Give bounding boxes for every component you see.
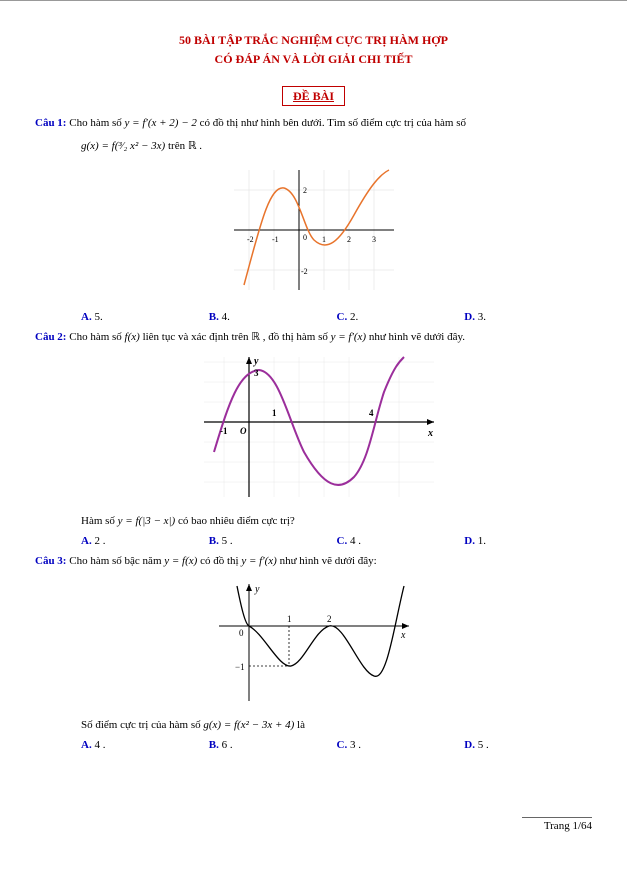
svg-text:4: 4 xyxy=(369,408,374,418)
svg-text:y: y xyxy=(254,584,260,595)
q2-chart-svg: -1 1 4 3 O y x xyxy=(184,352,444,502)
svg-text:1: 1 xyxy=(287,614,292,624)
q3-text-a: Cho hàm số bậc năm xyxy=(69,555,164,567)
svg-text:-1: -1 xyxy=(220,426,228,436)
question-3: Câu 3: Cho hàm số bậc năm y = f(x) có đồ… xyxy=(35,553,592,570)
q1-label: Câu 1: xyxy=(35,117,66,129)
q3-chart-svg: 0 1 2 −1 y x xyxy=(209,576,419,706)
q3-opt-c: C. 3 . xyxy=(337,739,465,751)
q2-sub: Hàm số y = f(|3 − x|) có bao nhiêu điểm … xyxy=(35,513,592,530)
q2-text-a: Cho hàm số xyxy=(69,331,124,343)
q1-line2: g(x) = f(³⁄₂ x² − 3x) trên ℝ . xyxy=(35,138,592,155)
svg-text:2: 2 xyxy=(303,186,307,195)
q3-sub-b: là xyxy=(297,719,305,731)
svg-text:-2: -2 xyxy=(247,235,254,244)
svg-text:0: 0 xyxy=(303,233,307,242)
q2-graph: -1 1 4 3 O y x xyxy=(35,352,592,507)
svg-text:1: 1 xyxy=(272,408,277,418)
q2-sub-b: có bao nhiêu điểm cực trị? xyxy=(178,515,295,527)
q1-chart-svg: -2 -1 0 1 2 3 2 -2 xyxy=(219,160,409,300)
q2-sub-formula: y = f(|3 − x|) xyxy=(118,515,176,527)
svg-text:-2: -2 xyxy=(301,267,308,276)
svg-text:x: x xyxy=(400,630,406,641)
svg-text:3: 3 xyxy=(254,368,259,378)
title-line-2: CÓ ĐÁP ÁN VÀ LỜI GIẢI CHI TIẾT xyxy=(35,50,592,69)
q3-sub-formula: g(x) = f(x² − 3x + 4) xyxy=(203,719,294,731)
q1-graph: -2 -1 0 1 2 3 2 -2 xyxy=(35,160,592,305)
q3-text-c: như hình vẽ dưới đây: xyxy=(280,555,377,567)
q2-opt-b: B. 5 . xyxy=(209,535,337,547)
svg-text:0: 0 xyxy=(239,628,244,638)
svg-text:x: x xyxy=(427,428,433,439)
q2-text-b: liên tục và xác định trên ℝ , đồ thị hàm… xyxy=(143,331,331,343)
q2-label: Câu 2: xyxy=(35,331,66,343)
q1-opt-c: C. 2. xyxy=(337,311,465,323)
q2-opt-a: A. 2 . xyxy=(81,535,209,547)
q2-opt-d: D. 1. xyxy=(464,535,592,547)
svg-text:3: 3 xyxy=(372,235,376,244)
q3-opt-a: A. 4 . xyxy=(81,739,209,751)
svg-text:2: 2 xyxy=(347,235,351,244)
q3-formula-1: y = f(x) xyxy=(164,555,197,567)
q3-label: Câu 3: xyxy=(35,555,66,567)
svg-text:-1: -1 xyxy=(272,235,279,244)
q2-sub-a: Hàm số xyxy=(81,515,118,527)
q2-formula-1: f(x) xyxy=(125,331,140,343)
svg-text:2: 2 xyxy=(327,614,332,624)
q1-opt-d: D. 3. xyxy=(464,311,592,323)
q1-formula-1: y = f′(x + 2) − 2 xyxy=(125,117,197,129)
q1-options: A. 5. B. 4. C. 2. D. 3. xyxy=(35,311,592,323)
q2-text-c: như hình vẽ dưới đây. xyxy=(369,331,465,343)
q1-opt-a: A. 5. xyxy=(81,311,209,323)
q2-opt-c: C. 4 . xyxy=(337,535,465,547)
q1-text-a: Cho hàm số xyxy=(69,117,124,129)
svg-text:O: O xyxy=(240,426,247,436)
q2-options: A. 2 . B. 5 . C. 4 . D. 1. xyxy=(35,535,592,547)
section-header: ĐỀ BÀI xyxy=(35,87,592,105)
q2-formula-2: y = f′(x) xyxy=(331,331,366,343)
title-line-1: 50 BÀI TẬP TRẮC NGHIỆM CỰC TRỊ HÀM HỢP xyxy=(35,31,592,50)
q3-sub-a: Số điểm cực trị của hàm số xyxy=(81,719,203,731)
page: 50 BÀI TẬP TRẮC NGHIỆM CỰC TRỊ HÀM HỢP C… xyxy=(0,0,627,840)
q3-formula-2: y = f′(x) xyxy=(241,555,276,567)
q3-text-b: có đồ thị xyxy=(200,555,241,567)
q3-opt-d: D. 5 . xyxy=(464,739,592,751)
q1-opt-b: B. 4. xyxy=(209,311,337,323)
page-footer: Trang 1/64 xyxy=(522,817,592,832)
q1-text-c: trên ℝ . xyxy=(168,140,202,152)
q1-formula-2: g(x) = f(³⁄₂ x² − 3x) xyxy=(81,140,165,152)
q3-options: A. 4 . B. 6 . C. 3 . D. 5 . xyxy=(35,739,592,751)
q1-text-b: có đồ thị như hình bên dưới. Tìm số điểm… xyxy=(200,117,466,129)
q3-sub: Số điểm cực trị của hàm số g(x) = f(x² −… xyxy=(35,717,592,734)
svg-text:−1: −1 xyxy=(235,662,245,672)
q3-opt-b: B. 6 . xyxy=(209,739,337,751)
svg-text:1: 1 xyxy=(322,235,326,244)
section-header-text: ĐỀ BÀI xyxy=(282,86,345,106)
q3-graph: 0 1 2 −1 y x xyxy=(35,576,592,711)
question-1: Câu 1: Cho hàm số y = f′(x + 2) − 2 có đ… xyxy=(35,115,592,132)
question-2: Câu 2: Cho hàm số f(x) liên tục và xác đ… xyxy=(35,329,592,346)
doc-title: 50 BÀI TẬP TRẮC NGHIỆM CỰC TRỊ HÀM HỢP C… xyxy=(35,31,592,69)
svg-text:y: y xyxy=(253,356,259,367)
